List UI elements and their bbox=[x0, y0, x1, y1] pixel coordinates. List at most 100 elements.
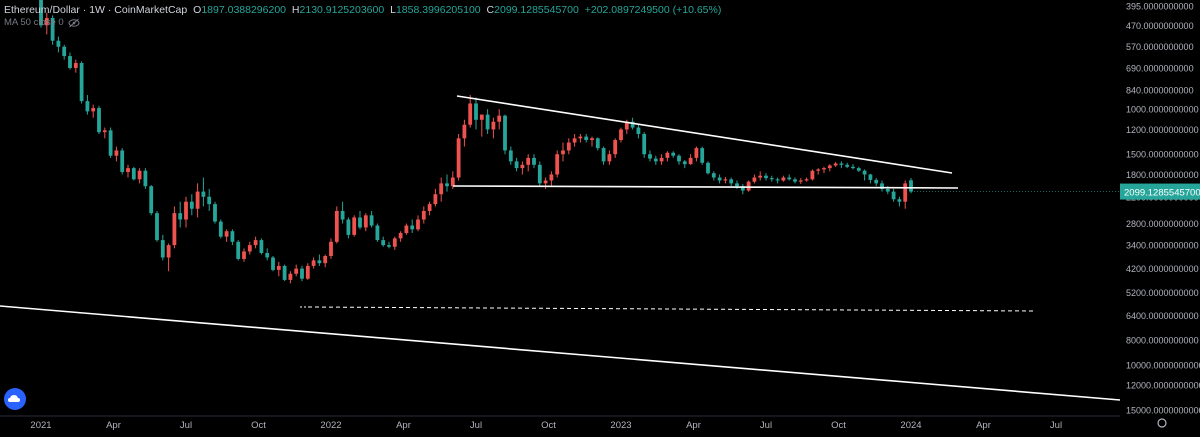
candle-body[interactable] bbox=[590, 138, 594, 141]
candle-body[interactable] bbox=[601, 148, 606, 162]
candle-body[interactable] bbox=[160, 240, 165, 258]
candle-body[interactable] bbox=[479, 114, 484, 120]
candle-body[interactable] bbox=[804, 179, 809, 181]
candle-body[interactable] bbox=[85, 101, 90, 112]
candle-body[interactable] bbox=[636, 127, 641, 134]
candle-body[interactable] bbox=[346, 219, 351, 235]
dashed-level-line[interactable] bbox=[307, 306, 1036, 312]
candle-body[interactable] bbox=[874, 179, 879, 184]
candle-body[interactable] bbox=[189, 201, 194, 209]
candle-body[interactable] bbox=[787, 177, 792, 180]
candle-body[interactable] bbox=[305, 265, 310, 279]
candle-body[interactable] bbox=[694, 148, 699, 158]
candle-body[interactable] bbox=[137, 170, 142, 180]
candle-body[interactable] bbox=[247, 245, 252, 252]
candle-body[interactable] bbox=[329, 241, 333, 257]
candle-body[interactable] bbox=[334, 210, 339, 242]
candle-body[interactable] bbox=[468, 103, 473, 125]
candle-body[interactable] bbox=[120, 150, 125, 172]
candle-body[interactable] bbox=[624, 121, 629, 130]
long-trendline[interactable] bbox=[0, 305, 1121, 401]
candle-body[interactable] bbox=[798, 180, 803, 182]
candle-body[interactable] bbox=[427, 204, 432, 211]
candle-body[interactable] bbox=[445, 183, 449, 187]
candle-body[interactable] bbox=[677, 155, 681, 162]
candle-body[interactable] bbox=[491, 121, 496, 130]
candle-body[interactable] bbox=[363, 215, 368, 228]
candle-body[interactable] bbox=[532, 157, 536, 165]
candle-body[interactable] bbox=[404, 225, 409, 234]
candle-body[interactable] bbox=[909, 180, 913, 192]
candle-body[interactable] bbox=[880, 183, 884, 189]
candle-body[interactable] bbox=[653, 158, 658, 162]
candle-body[interactable] bbox=[131, 168, 136, 180]
candle-body[interactable] bbox=[224, 231, 229, 237]
candle-body[interactable] bbox=[172, 213, 177, 246]
candle-body[interactable] bbox=[410, 225, 415, 230]
candle-body[interactable] bbox=[50, 17, 55, 41]
candle-body[interactable] bbox=[607, 154, 612, 162]
candle-body[interactable] bbox=[856, 168, 861, 171]
candle-body[interactable] bbox=[665, 152, 670, 158]
candle-body[interactable] bbox=[201, 191, 206, 197]
candle-body[interactable] bbox=[143, 170, 148, 187]
candle-body[interactable] bbox=[288, 273, 293, 280]
candle-body[interactable] bbox=[503, 115, 507, 151]
candle-body[interactable] bbox=[729, 179, 734, 184]
candle-body[interactable] bbox=[711, 173, 716, 178]
candle-body[interactable] bbox=[595, 138, 600, 149]
candle-body[interactable] bbox=[630, 121, 635, 128]
candle-body[interactable] bbox=[62, 46, 67, 57]
candle-body[interactable] bbox=[485, 114, 490, 130]
candle-body[interactable] bbox=[566, 142, 571, 151]
candle-body[interactable] bbox=[276, 265, 281, 270]
candle-body[interactable] bbox=[555, 154, 560, 175]
candle-body[interactable] bbox=[810, 170, 815, 180]
candle-body[interactable] bbox=[392, 238, 397, 247]
candle-body[interactable] bbox=[271, 257, 275, 270]
candle-body[interactable] bbox=[259, 240, 264, 254]
candle-body[interactable] bbox=[398, 233, 403, 239]
candle-body[interactable] bbox=[102, 130, 107, 133]
eye-off-icon[interactable] bbox=[68, 18, 80, 28]
candle-body[interactable] bbox=[317, 260, 322, 264]
candle-body[interactable] bbox=[700, 148, 705, 163]
candle-body[interactable] bbox=[218, 221, 223, 237]
candle-body[interactable] bbox=[462, 124, 467, 139]
candle-body[interactable] bbox=[764, 175, 768, 179]
candle-body[interactable] bbox=[369, 215, 374, 226]
candle-body[interactable] bbox=[740, 186, 745, 191]
candle-body[interactable] bbox=[195, 191, 200, 209]
candle-body[interactable] bbox=[851, 166, 855, 169]
candle-body[interactable] bbox=[514, 161, 519, 169]
candle-body[interactable] bbox=[723, 179, 728, 181]
candle-body[interactable] bbox=[659, 157, 664, 162]
candle-body[interactable] bbox=[822, 168, 826, 170]
candle-body[interactable] bbox=[340, 210, 345, 220]
candle-body[interactable] bbox=[752, 177, 757, 182]
candle-body[interactable] bbox=[474, 103, 478, 120]
candle-body[interactable] bbox=[166, 245, 171, 258]
gear-icon[interactable] bbox=[1157, 418, 1167, 428]
candle-body[interactable] bbox=[456, 138, 461, 178]
candle-body[interactable] bbox=[526, 157, 531, 165]
candle-body[interactable] bbox=[97, 108, 101, 133]
candle-body[interactable] bbox=[816, 169, 821, 171]
candle-body[interactable] bbox=[108, 130, 113, 156]
candle-body[interactable] bbox=[253, 240, 258, 246]
candle-body[interactable] bbox=[758, 175, 763, 178]
candle-body[interactable] bbox=[885, 188, 890, 192]
candle-body[interactable] bbox=[39, 0, 43, 26]
candle-body[interactable] bbox=[903, 183, 908, 202]
candle-body[interactable] bbox=[79, 63, 84, 102]
candle-body[interactable] bbox=[56, 40, 61, 47]
candle-body[interactable] bbox=[619, 129, 623, 141]
candle-body[interactable] bbox=[845, 164, 850, 167]
candle-body[interactable] bbox=[584, 136, 589, 141]
candle-body[interactable] bbox=[572, 138, 577, 143]
candle-body[interactable] bbox=[184, 201, 188, 220]
candle-body[interactable] bbox=[793, 179, 797, 182]
candle-body[interactable] bbox=[508, 150, 513, 162]
candle-body[interactable] bbox=[68, 56, 72, 68]
